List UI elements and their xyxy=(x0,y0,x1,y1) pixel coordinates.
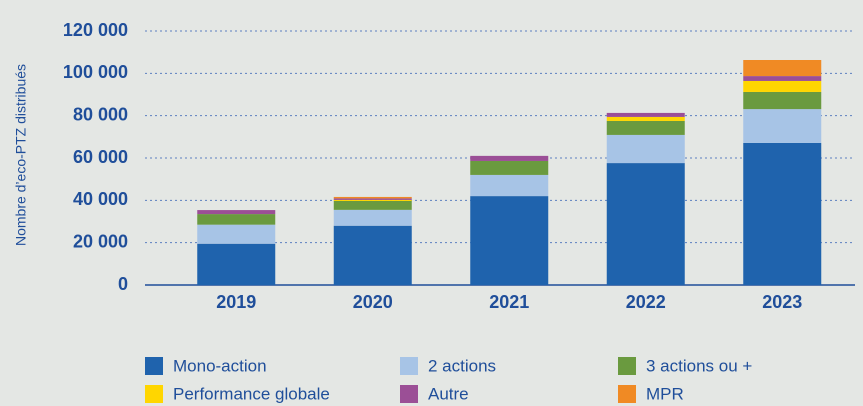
x-tick-label: 2022 xyxy=(626,292,666,312)
y-tick-label: 80 000 xyxy=(73,104,128,124)
bar-segment xyxy=(333,198,412,200)
legend-label: Autre xyxy=(428,384,469,403)
x-tick-label: 2020 xyxy=(353,292,393,312)
bar-segment xyxy=(333,196,412,199)
legend-label: MPR xyxy=(646,384,684,403)
y-tick-label: 40 000 xyxy=(73,189,128,209)
bar-segment xyxy=(743,109,822,143)
legend-swatch xyxy=(618,385,636,403)
bar-segment xyxy=(743,80,822,92)
bar-segment xyxy=(333,225,412,285)
legend-swatch xyxy=(145,385,163,403)
bar-segment xyxy=(606,134,685,164)
bar-segment xyxy=(606,116,685,121)
bar-segment xyxy=(197,210,276,215)
y-tick-label: 0 xyxy=(118,274,128,294)
y-tick-label: 100 000 xyxy=(63,62,128,82)
y-tick-label: 120 000 xyxy=(63,20,128,40)
legend-label: Mono-action xyxy=(173,356,267,375)
bar-segment xyxy=(333,199,412,201)
bar-segment xyxy=(470,196,549,285)
y-tick-label: 60 000 xyxy=(73,147,128,167)
x-tick-label: 2023 xyxy=(762,292,802,312)
bar-segment xyxy=(470,160,549,175)
bar-segment xyxy=(197,243,276,285)
bar-segment xyxy=(470,174,549,197)
bar-segment xyxy=(333,209,412,226)
x-tick-label: 2019 xyxy=(216,292,256,312)
bar-segment xyxy=(743,142,822,285)
bar-segment xyxy=(606,120,685,135)
bar-segment xyxy=(197,214,276,225)
bar-segment xyxy=(197,224,276,244)
bar-segment xyxy=(470,155,549,161)
legend-swatch xyxy=(145,357,163,375)
legend-label: Performance globale xyxy=(173,384,330,403)
bar-segment xyxy=(743,76,822,81)
y-axis-label: Nombre d’eco-PTZ distribués xyxy=(13,64,29,246)
x-tick-label: 2021 xyxy=(489,292,529,312)
y-tick-label: 20 000 xyxy=(73,231,128,251)
legend-swatch xyxy=(400,357,418,375)
bar-segment xyxy=(606,163,685,285)
legend-label: 3 actions ou + xyxy=(646,356,752,375)
legend-swatch xyxy=(400,385,418,403)
legend-label: 2 actions xyxy=(428,356,496,375)
bar-segment xyxy=(333,200,412,210)
bar-segment xyxy=(606,112,685,117)
bar-segment xyxy=(743,91,822,110)
legend-swatch xyxy=(618,357,636,375)
bar-segment xyxy=(743,59,822,77)
